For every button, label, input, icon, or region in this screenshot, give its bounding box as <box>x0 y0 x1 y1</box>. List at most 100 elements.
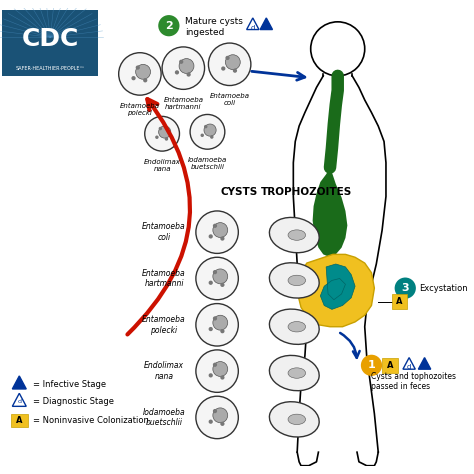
Text: Endolimax
nana: Endolimax nana <box>144 361 184 381</box>
Text: = Noninvasive Colonization: = Noninvasive Colonization <box>33 416 149 425</box>
Text: passed in feces: passed in feces <box>372 382 430 391</box>
Circle shape <box>179 59 194 73</box>
Circle shape <box>220 237 225 241</box>
Text: TROPHOZOITES: TROPHOZOITES <box>261 187 353 197</box>
Circle shape <box>226 56 229 60</box>
Polygon shape <box>12 393 26 406</box>
Circle shape <box>159 127 162 130</box>
Text: Mature cysts: Mature cysts <box>185 18 243 27</box>
Text: Entamoeba
coli: Entamoeba coli <box>142 222 186 242</box>
FancyArrowPatch shape <box>252 72 305 80</box>
Circle shape <box>209 373 213 377</box>
Circle shape <box>213 224 217 228</box>
Circle shape <box>213 363 217 367</box>
Circle shape <box>221 66 226 71</box>
Text: A: A <box>396 297 403 306</box>
Text: A: A <box>16 416 23 425</box>
Polygon shape <box>260 18 273 29</box>
Text: Entamoeba
hartmanni: Entamoeba hartmanni <box>142 269 186 288</box>
Ellipse shape <box>288 414 306 425</box>
Circle shape <box>131 76 136 80</box>
Circle shape <box>209 234 213 238</box>
FancyArrowPatch shape <box>340 333 360 358</box>
Circle shape <box>220 375 225 380</box>
Circle shape <box>226 55 240 70</box>
Circle shape <box>213 269 228 284</box>
Text: CYSTS: CYSTS <box>221 187 258 197</box>
Ellipse shape <box>269 309 319 345</box>
Circle shape <box>143 78 147 82</box>
Circle shape <box>220 329 225 333</box>
Ellipse shape <box>288 368 306 378</box>
Polygon shape <box>12 376 26 389</box>
Circle shape <box>136 65 140 70</box>
Text: Iodamoeba
buetschlii: Iodamoeba buetschlii <box>143 408 185 427</box>
Text: Excystation: Excystation <box>419 283 467 292</box>
Text: 1: 1 <box>368 360 375 370</box>
Ellipse shape <box>288 321 306 332</box>
Text: SAFER·HEALTHIER·PEOPLE™: SAFER·HEALTHIER·PEOPLE™ <box>16 65 85 71</box>
FancyBboxPatch shape <box>392 294 407 310</box>
Circle shape <box>204 124 216 136</box>
FancyBboxPatch shape <box>10 414 28 427</box>
Circle shape <box>204 125 208 128</box>
Text: 3: 3 <box>401 283 409 293</box>
Circle shape <box>155 136 159 139</box>
Circle shape <box>209 419 213 424</box>
Text: Entamoeba
coli: Entamoeba coli <box>210 93 250 106</box>
Circle shape <box>220 283 225 287</box>
Circle shape <box>209 327 213 331</box>
Circle shape <box>213 316 217 320</box>
Circle shape <box>233 69 237 73</box>
Polygon shape <box>313 167 347 257</box>
Circle shape <box>196 211 238 254</box>
Circle shape <box>162 47 205 90</box>
Polygon shape <box>320 264 355 310</box>
Text: Iodamoeba
buetschlii: Iodamoeba buetschlii <box>188 157 227 170</box>
Circle shape <box>361 355 382 376</box>
Text: = Infective Stage: = Infective Stage <box>33 380 106 389</box>
Circle shape <box>213 270 217 274</box>
Circle shape <box>210 135 213 139</box>
Circle shape <box>159 126 171 138</box>
Circle shape <box>395 277 416 299</box>
Text: Entamoeba
polecki: Entamoeba polecki <box>142 315 186 335</box>
Circle shape <box>190 114 225 149</box>
Circle shape <box>201 134 204 137</box>
Circle shape <box>158 15 180 36</box>
Circle shape <box>164 137 168 141</box>
Circle shape <box>145 117 180 151</box>
Circle shape <box>186 73 191 77</box>
Polygon shape <box>403 357 415 369</box>
Circle shape <box>213 223 228 237</box>
Circle shape <box>209 281 213 285</box>
Text: Entamoeba
polecki: Entamoeba polecki <box>120 103 160 116</box>
Circle shape <box>196 303 238 346</box>
Ellipse shape <box>269 401 319 437</box>
Text: CDC: CDC <box>21 27 79 51</box>
Circle shape <box>220 422 225 426</box>
FancyBboxPatch shape <box>2 10 99 76</box>
Circle shape <box>213 315 228 330</box>
Ellipse shape <box>269 263 319 298</box>
Circle shape <box>209 43 251 85</box>
Text: Entamoeba
hartmanni: Entamoeba hartmanni <box>164 97 203 110</box>
Text: A: A <box>387 361 393 370</box>
Circle shape <box>196 257 238 300</box>
Circle shape <box>179 60 183 64</box>
Text: Cysts and tophozoites: Cysts and tophozoites <box>372 373 456 382</box>
Text: d: d <box>17 400 21 404</box>
Text: Endolimax
nana: Endolimax nana <box>144 159 181 172</box>
Text: = Diagnostic Stage: = Diagnostic Stage <box>33 398 114 407</box>
Circle shape <box>175 70 179 74</box>
Circle shape <box>118 53 161 95</box>
Polygon shape <box>419 357 431 369</box>
FancyBboxPatch shape <box>382 357 398 373</box>
Circle shape <box>136 64 151 79</box>
Circle shape <box>213 408 228 423</box>
Ellipse shape <box>288 230 306 240</box>
Polygon shape <box>246 18 259 29</box>
Text: 2: 2 <box>165 21 173 31</box>
Circle shape <box>213 409 217 413</box>
Ellipse shape <box>269 218 319 253</box>
